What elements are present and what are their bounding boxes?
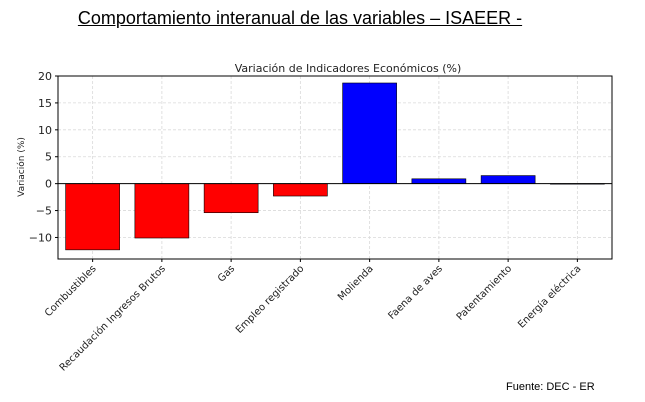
bars xyxy=(65,82,605,251)
bar-combustibles xyxy=(65,183,120,251)
y-tick-label: 10 xyxy=(38,124,52,137)
x-tick-label: Energía eléctrica xyxy=(515,263,583,331)
y-axis-label: Variación (%) xyxy=(16,137,27,197)
y-tick-label: −10 xyxy=(29,231,52,244)
x-tick-label: Empleo registrado xyxy=(234,263,307,336)
source-note: Fuente: DEC - ER xyxy=(506,381,595,393)
x-tick-label: Combustibles xyxy=(43,263,99,319)
y-tick-label: 20 xyxy=(38,70,52,83)
y-tick-label: 5 xyxy=(45,151,52,164)
y-tick-label: 15 xyxy=(38,97,52,110)
y-ticks: −10 −5 0 5 10 15 20 xyxy=(29,70,58,244)
y-tick-label: 0 xyxy=(45,178,52,191)
bar-empleo-registrado xyxy=(273,183,328,197)
plot-frame xyxy=(57,75,613,260)
page-title: Comportamiento interanual de las variabl… xyxy=(77,8,523,28)
x-tick-label: Molienda xyxy=(336,263,376,303)
bar-faena-de-aves xyxy=(411,178,467,184)
x-tick-label: Patentamiento xyxy=(455,263,515,323)
bar-recaudacion-ingresos-brutos xyxy=(134,183,190,239)
bar-gas xyxy=(203,183,259,214)
chart-title: Variación de Indicadores Económicos (%) xyxy=(235,62,462,75)
y-tick-label: −5 xyxy=(36,205,52,218)
axes xyxy=(57,75,613,260)
bar-molienda xyxy=(342,82,397,184)
x-tick-label: Gas xyxy=(216,263,237,284)
bar-patentamiento xyxy=(480,175,536,184)
x-tick-label: Faena de aves xyxy=(386,263,445,322)
